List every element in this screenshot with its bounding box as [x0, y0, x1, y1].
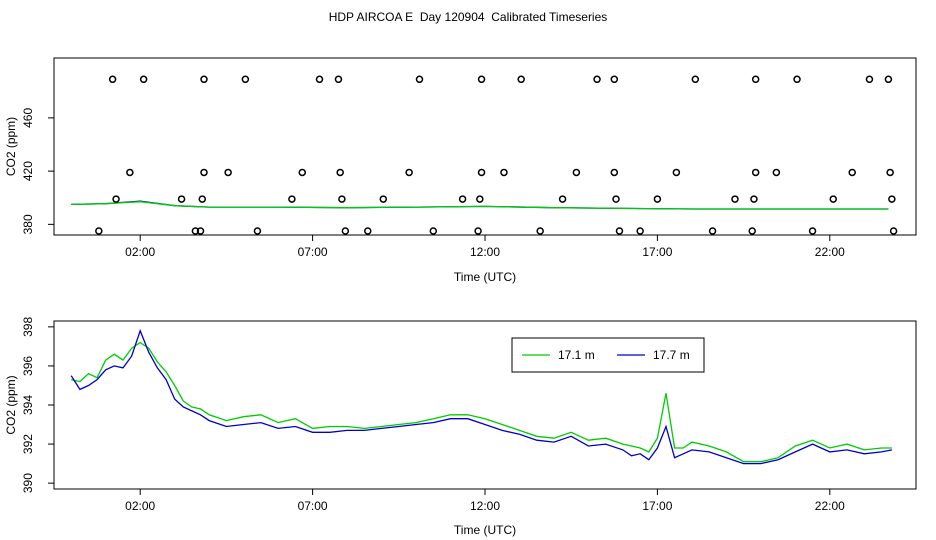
y-axis-label: CO2 (ppm)	[4, 117, 18, 176]
plot-frame-2	[53, 320, 917, 490]
series-line	[71, 201, 889, 210]
calibration-point	[253, 227, 262, 235]
y-tick-label: 460	[21, 108, 35, 128]
calibration-point	[500, 168, 508, 177]
y-tick-label: 420	[21, 161, 35, 181]
y-tick-label: 392	[21, 434, 35, 454]
calibration-point	[405, 168, 413, 177]
calibration-point	[793, 75, 801, 84]
calibration-point	[191, 227, 200, 235]
y-tick-label: 396	[21, 356, 35, 376]
calibration-point	[636, 227, 644, 235]
calibration-point	[112, 195, 120, 203]
calibration-point	[224, 168, 232, 177]
calibration-point	[848, 168, 856, 177]
y-tick-label: 390	[21, 473, 35, 493]
y-tick-label: 398	[21, 317, 35, 337]
legend-label: 17.1 m	[558, 348, 595, 362]
calibration-point	[888, 195, 896, 203]
calibration-point	[95, 227, 103, 235]
series-line-17-1-m	[71, 341, 892, 463]
calibration-point	[198, 195, 207, 203]
calibration-point	[751, 75, 760, 84]
calibration-point	[338, 195, 346, 203]
calibration-point	[477, 75, 486, 84]
calibration-point	[610, 75, 619, 84]
calibration-point	[748, 227, 756, 235]
calibration-point	[517, 75, 525, 84]
calibration-point	[829, 195, 837, 203]
calibration-point	[653, 195, 662, 203]
x-axis-label: Time (UTC)	[454, 523, 516, 537]
calibration-point	[364, 227, 372, 235]
calibration-point	[750, 195, 758, 203]
series-line-17-7-m	[70, 328, 893, 465]
legend-label: 17.7 m	[653, 348, 690, 362]
calibration-point	[889, 227, 898, 235]
calibration-point	[672, 168, 681, 177]
calibration-point	[379, 195, 388, 203]
calibration-point	[241, 75, 250, 84]
x-axis-label: Time (UTC)	[454, 270, 516, 284]
x-tick-label: 12:00	[470, 245, 500, 259]
calibration-point	[334, 75, 343, 84]
calibration-point	[691, 75, 700, 84]
calibration-point	[139, 75, 148, 84]
calibration-point	[610, 168, 619, 177]
calibration-point	[315, 75, 324, 84]
calibration-point	[593, 75, 601, 84]
calibration-point	[474, 227, 482, 235]
calibration-point	[196, 227, 205, 235]
calibration-point	[572, 168, 581, 177]
calibration-point	[200, 168, 208, 177]
calibration-point	[177, 195, 186, 203]
calibration-point	[429, 227, 438, 235]
calibration-point	[865, 75, 874, 84]
x-tick-label: 17:00	[642, 499, 672, 513]
calibration-point	[200, 75, 208, 84]
calibration-point	[126, 168, 134, 177]
calibration-point	[298, 168, 307, 177]
y-axis-label: CO2 (ppm)	[4, 375, 18, 434]
calibration-point	[808, 227, 817, 235]
calibration-point	[108, 75, 117, 84]
calibration-point	[886, 168, 894, 177]
calibration-point	[458, 195, 467, 203]
calibration-point	[751, 168, 760, 177]
x-tick-label: 22:00	[815, 499, 845, 513]
calibration-point	[476, 195, 484, 203]
calibration-point	[536, 227, 544, 235]
x-tick-label: 12:00	[470, 499, 500, 513]
calibration-point	[884, 75, 893, 84]
calibration-point	[558, 195, 567, 203]
x-tick-label: 07:00	[298, 499, 328, 513]
x-tick-label: 02:00	[125, 499, 155, 513]
x-tick-label: 17:00	[642, 245, 672, 259]
y-tick-label: 394	[21, 395, 35, 415]
calibration-point	[772, 168, 781, 177]
y-tick-label: 380	[21, 214, 35, 234]
calibration-point	[612, 195, 620, 203]
calibration-point	[415, 75, 424, 84]
page-title: HDP AIRCOA E Day 120904 Calibrated Times…	[328, 10, 608, 24]
x-tick-label: 07:00	[298, 245, 328, 259]
calibration-point	[708, 227, 717, 235]
calibration-point	[615, 227, 624, 235]
calibration-point	[341, 227, 350, 235]
calibration-point	[336, 168, 344, 177]
x-tick-label: 02:00	[125, 245, 155, 259]
calibration-point	[477, 168, 486, 177]
calibration-point	[731, 195, 739, 203]
x-tick-label: 22:00	[815, 245, 845, 259]
calibration-point	[288, 195, 296, 203]
